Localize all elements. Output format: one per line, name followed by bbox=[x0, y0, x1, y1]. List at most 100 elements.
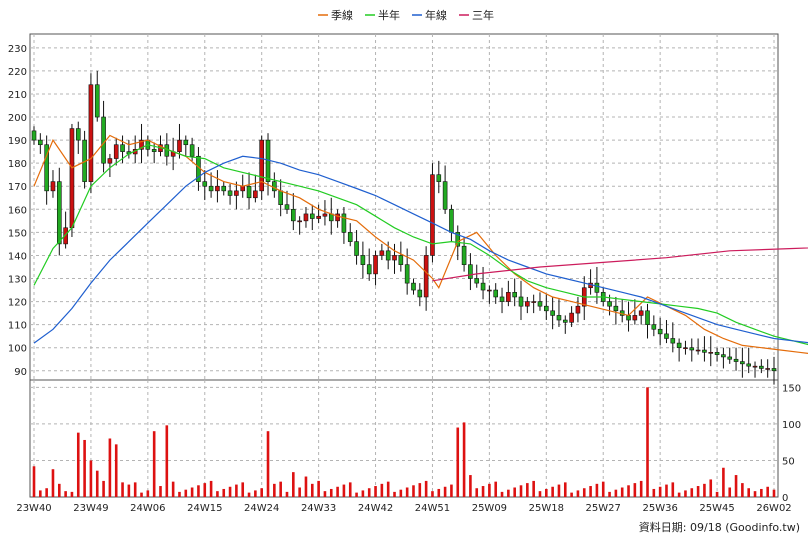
price-tick-label: 170 bbox=[8, 182, 27, 193]
candle-body bbox=[253, 190, 258, 199]
volume-plot-frame bbox=[29, 379, 779, 498]
candle-body bbox=[550, 310, 555, 316]
candle-body bbox=[771, 368, 777, 372]
volume-bar bbox=[456, 427, 460, 497]
candle-body bbox=[518, 296, 524, 307]
candle-body bbox=[354, 241, 359, 256]
x-tick-label: 23W49 bbox=[73, 503, 108, 514]
candle-body bbox=[721, 354, 726, 358]
candle-body bbox=[379, 250, 385, 256]
volume-bar bbox=[209, 480, 213, 497]
candle-body bbox=[708, 352, 714, 354]
volume-bar bbox=[108, 438, 112, 497]
volume-bar bbox=[677, 492, 681, 497]
x-tick-label: 25W27 bbox=[586, 503, 621, 514]
candle-body bbox=[221, 185, 227, 192]
candle-body bbox=[88, 84, 94, 182]
volume-bar bbox=[760, 488, 763, 497]
volume-bar bbox=[386, 481, 390, 497]
candle-body bbox=[69, 128, 75, 229]
volume-bar bbox=[507, 489, 510, 497]
candle-body bbox=[569, 312, 574, 323]
volume-bar bbox=[734, 475, 738, 497]
candle-body bbox=[512, 292, 517, 298]
volume-bar bbox=[310, 483, 314, 497]
candle-body bbox=[94, 84, 100, 118]
source-date-label: 資料日期: 09/18 (Goodinfo.tw) bbox=[639, 520, 800, 534]
volume-bar bbox=[715, 491, 719, 497]
candle-body bbox=[234, 190, 239, 196]
candle-body bbox=[740, 361, 745, 365]
candle-body bbox=[664, 333, 669, 339]
moving-average-lines bbox=[33, 134, 808, 354]
candle-body bbox=[632, 315, 638, 321]
candle-body bbox=[651, 324, 657, 330]
volume-bar bbox=[513, 487, 516, 497]
candle-body bbox=[562, 319, 568, 323]
candle-body bbox=[63, 227, 68, 245]
candle-body bbox=[113, 144, 119, 159]
volume-bar bbox=[197, 485, 200, 497]
volume-bar bbox=[399, 489, 403, 497]
x-tick-label: 25W18 bbox=[529, 503, 564, 514]
volume-bar bbox=[519, 485, 523, 497]
candle-body bbox=[309, 213, 315, 219]
volume-bar bbox=[89, 460, 93, 497]
volume-bar bbox=[766, 486, 769, 497]
candle-body bbox=[316, 215, 321, 219]
volume-tick-label: 50 bbox=[782, 456, 795, 467]
candle-body bbox=[272, 181, 277, 192]
volume-bar bbox=[563, 482, 567, 497]
price-tick-label: 180 bbox=[8, 159, 27, 170]
candlesticks bbox=[31, 70, 777, 385]
candle-body bbox=[246, 185, 252, 199]
candle-body bbox=[411, 282, 416, 291]
volume-bar bbox=[342, 484, 346, 497]
volume-bar bbox=[665, 484, 668, 497]
candle-body bbox=[480, 282, 486, 291]
price-tick-label: 230 bbox=[8, 44, 27, 55]
candle-body bbox=[645, 310, 650, 325]
candle-body bbox=[151, 149, 157, 152]
volume-bar bbox=[83, 439, 86, 497]
volume-bar bbox=[639, 480, 643, 497]
candle-body bbox=[531, 301, 536, 303]
candle-body bbox=[44, 144, 49, 192]
candle-body bbox=[714, 352, 720, 355]
volume-bar bbox=[481, 486, 485, 497]
x-tick-label: 24W51 bbox=[415, 503, 450, 514]
volume-bar bbox=[140, 492, 143, 497]
candle-body bbox=[259, 139, 264, 192]
legend-label: 季線 bbox=[331, 8, 353, 22]
candle-body bbox=[676, 342, 682, 349]
candle-body bbox=[487, 289, 492, 292]
candle-body bbox=[164, 144, 170, 157]
candle-body bbox=[31, 130, 37, 141]
candle-body bbox=[183, 139, 189, 146]
legend-label: 半年 bbox=[378, 8, 400, 22]
x-tick-label: 24W24 bbox=[244, 503, 279, 514]
price-grid bbox=[29, 33, 779, 381]
candle-body bbox=[544, 305, 549, 312]
candle-body bbox=[322, 213, 328, 217]
volume-bar bbox=[374, 486, 377, 497]
volume-bar bbox=[690, 488, 694, 497]
candle-body bbox=[385, 250, 391, 261]
volume-bar bbox=[323, 491, 327, 497]
volume-bar bbox=[64, 491, 67, 497]
candle-body bbox=[468, 264, 473, 279]
candle-body bbox=[366, 264, 372, 275]
candle-body bbox=[177, 139, 182, 152]
volume-bar bbox=[203, 483, 207, 497]
candle-body bbox=[303, 213, 309, 222]
candle-body bbox=[284, 204, 290, 210]
volume-bar bbox=[722, 467, 725, 497]
price-tick-label: 130 bbox=[8, 275, 27, 286]
volume-bar bbox=[412, 485, 415, 497]
candle-body bbox=[689, 347, 695, 351]
legend-label: 三年 bbox=[472, 8, 494, 22]
candle-body bbox=[525, 301, 530, 307]
volume-bar bbox=[76, 432, 80, 497]
volume-bar bbox=[279, 481, 282, 497]
volume-bar bbox=[95, 470, 99, 497]
